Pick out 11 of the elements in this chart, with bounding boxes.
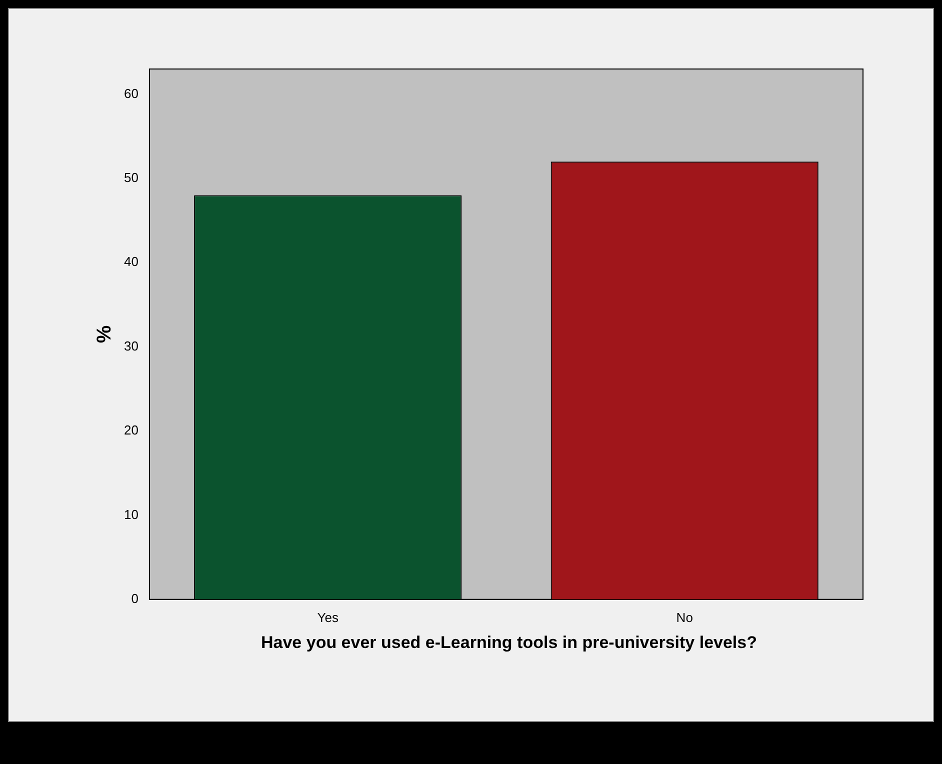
- y-axis-title: %: [94, 325, 116, 344]
- x-tick-label: Yes: [317, 610, 339, 625]
- y-tick-label: 20: [124, 422, 138, 438]
- y-tick-label: 40: [124, 254, 138, 270]
- x-axis-title: Have you ever used e-Learning tools in pre-university levels?: [260, 633, 758, 652]
- y-tick-label: 30: [124, 338, 138, 354]
- y-tick-label: 50: [124, 170, 138, 186]
- y-tick-label: 60: [124, 86, 138, 101]
- y-tick-label: 10: [124, 506, 138, 522]
- x-tick-label: No: [676, 610, 693, 625]
- y-tick-label: 0: [131, 590, 138, 606]
